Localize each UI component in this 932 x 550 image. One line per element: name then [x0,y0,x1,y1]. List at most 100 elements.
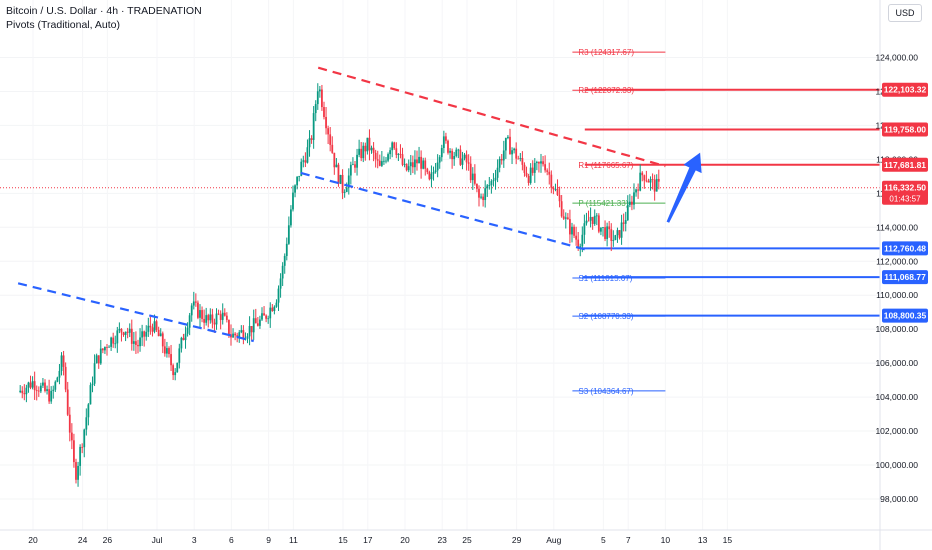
candle-body [440,147,443,158]
candle-body [564,217,567,219]
candle-body [292,192,294,210]
candle-body [37,390,40,392]
candle-body [544,164,547,171]
candle-body [339,174,342,184]
candle-body [209,314,212,321]
candle-body [633,192,635,205]
candle-body [108,346,110,348]
candle-body [118,328,121,331]
candle-body [83,429,86,448]
x-tick-label: 6 [229,535,234,545]
candle-body [166,348,168,354]
candle-body [515,148,518,159]
candle-body [403,163,406,165]
candle-body [540,161,542,164]
candle-body [157,329,160,337]
candle-body [219,314,222,320]
candle-body [79,446,82,466]
candle-body [66,389,69,415]
candle-body [180,337,183,349]
candle-body [424,160,427,169]
candle-body [21,390,24,394]
candle-body [635,189,637,193]
candle-body [374,152,377,160]
x-tick-label: 20 [28,535,38,545]
candle-body [186,327,189,334]
candle-body [135,341,137,345]
price-label-text: 108,800.35 [884,311,927,321]
candle-body [362,145,365,159]
candle-body [535,161,538,163]
candle-body [639,172,642,191]
candle-body [366,137,369,152]
candle-body [248,326,251,337]
candle-body [238,332,241,337]
candle-body [197,302,199,318]
candle-body [155,321,158,330]
trendlines [17,66,666,343]
candle-body [498,158,501,168]
price-label-text: 122,103.32 [884,85,927,95]
candle-body [490,181,493,186]
candle-body [312,113,315,140]
candle-body [430,173,433,180]
candle-body [271,307,274,312]
time-axis: 20 24 26 Jul 3 6 9 11 15 17 20 23 25 29 Aug 5 7 10 13 15 [0,529,932,545]
candle-body [114,343,117,345]
candle-body [207,315,210,321]
candle-body [451,150,454,160]
candle-body [223,312,226,316]
y-tick-label: 102,000.00 [875,426,918,436]
candle-body [42,382,44,386]
candle-body [39,385,42,392]
candle-body [188,315,191,328]
candle-body [542,161,544,165]
candle-body [393,142,396,149]
candle-body [610,229,613,241]
countdown-text: 01:43:57 [889,195,921,204]
x-tick-label: 29 [512,535,522,545]
candle-body [29,382,32,388]
x-tick-label: 13 [698,535,708,545]
candle-body [335,164,338,168]
candle-body [302,160,305,162]
candle-body [476,183,478,189]
candle-body [194,301,197,303]
candle-body [378,160,381,166]
candle-body [420,156,423,169]
candle-body [99,348,102,364]
candle-body [364,145,367,152]
candle-body [58,370,61,378]
y-tick-label: 106,000.00 [875,358,918,368]
candle-body [467,162,470,164]
candle-body [70,432,73,441]
candle-body [579,246,582,248]
candle-body [91,383,94,386]
price-label-box [882,270,928,285]
horizontal-levels [0,88,880,317]
candle-body [405,163,408,171]
candle-body [203,318,206,323]
candle-body [211,314,214,323]
candle-body [145,331,148,337]
candle-body [75,462,77,480]
candle-body [538,161,540,164]
candle-body [48,389,51,402]
x-tick-label: 23 [437,535,447,545]
indicator-legend: Pivots (Traditional, Auto) [6,19,120,31]
candle-body [252,318,255,333]
currency-button[interactable]: USD [888,4,922,22]
candle-body [645,180,648,182]
candle-body [411,162,414,168]
candle-body [184,333,187,341]
candle-body [647,180,650,183]
y-tick-label: 112,000.00 [876,256,918,266]
candle-body [168,348,170,355]
candle-body [217,313,220,315]
candle-body [64,366,67,390]
candle-body [651,179,654,180]
candle-body [54,381,57,390]
candle-body [250,326,253,333]
y-tick-label: 124,000.00 [875,53,918,63]
